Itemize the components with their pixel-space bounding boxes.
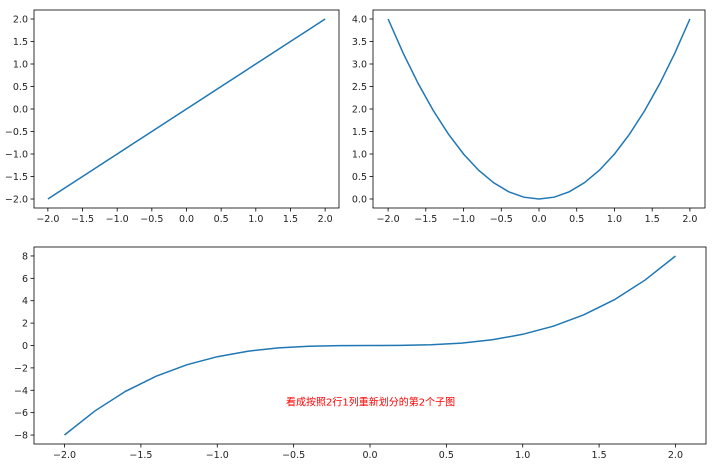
axes-frame <box>372 9 706 209</box>
y-tick-label: −0.5 <box>5 127 28 138</box>
y-tick-label: 2 <box>22 319 28 330</box>
x-tick-label: 2.0 <box>682 214 697 225</box>
x-tick-label: 0.5 <box>569 214 584 225</box>
x-tick-label: 0.5 <box>214 214 229 225</box>
x-tick-label: 1.5 <box>645 214 660 225</box>
y-tick-label: −6 <box>14 408 28 419</box>
series-line <box>387 18 691 200</box>
y-tick-label: 0.0 <box>352 195 367 206</box>
x-tick-label: −2.0 <box>377 214 400 225</box>
y-tick-label: −2.0 <box>5 195 28 206</box>
x-tick-label: 1.0 <box>515 450 530 461</box>
y-tick-label: 4 <box>22 296 28 307</box>
y-tick-label: 2.0 <box>352 105 367 116</box>
y-tick-label: 0.5 <box>352 172 367 183</box>
y-tick-label: 1.0 <box>352 150 367 161</box>
x-tick-label: 1.5 <box>283 214 298 225</box>
x-tick-label: 2.0 <box>668 450 683 461</box>
subplot-top-left: −2.0 −1.5 −1.0 −0.5 0.0 0.5 1.0 1.5 2.0 −2.0 −1.5 −… <box>5 9 340 225</box>
x-tick-label: −2.0 <box>53 450 76 461</box>
x-tick-label: 1.5 <box>592 450 607 461</box>
x-tick-label: −1.5 <box>414 214 437 225</box>
y-tick-label: 1.0 <box>13 60 28 71</box>
subplot-top-right: −2.0 −1.5 −1.0 −0.5 0.0 0.5 1.0 1.5 2.0 0.0 0.5 1.0… <box>352 9 706 225</box>
x-tick-label: 0.0 <box>362 450 377 461</box>
y-tick-label: 0 <box>22 341 28 352</box>
x-tick-label: −1.0 <box>452 214 475 225</box>
y-tick-label: 0.5 <box>13 82 28 93</box>
y-tick-label: 1.5 <box>13 37 28 48</box>
y-tick-label: −1.0 <box>5 150 28 161</box>
x-tick-label: 0.0 <box>531 214 546 225</box>
series-line <box>47 18 326 200</box>
x-tick-label: 0.0 <box>179 214 194 225</box>
y-tick-label: 0.0 <box>13 105 28 116</box>
y-tick-label: 3.0 <box>352 60 367 71</box>
x-tick-label: 2.0 <box>318 214 333 225</box>
y-tick-label: −8 <box>14 431 28 442</box>
y-tick-label: 6 <box>22 274 28 285</box>
x-tick-label: −0.5 <box>490 214 513 225</box>
y-tick-label: 1.5 <box>352 127 367 138</box>
x-tick-label: −0.5 <box>140 214 163 225</box>
y-tick-label: 2.5 <box>352 82 367 93</box>
subplot-bottom: −2.0 −1.5 −1.0 −0.5 0.0 0.5 1.0 1.5 2.0 −8 −6 −4 −2 0… <box>14 246 707 461</box>
x-tick-label: −2.0 <box>36 214 59 225</box>
x-tick-label: 0.5 <box>439 450 454 461</box>
x-tick-label: −0.5 <box>282 450 305 461</box>
annotation-text: 看成按照2行1列重新划分的第2个子图 <box>286 395 455 408</box>
y-tick-label: 2.0 <box>13 15 28 26</box>
x-tick-label: −1.5 <box>71 214 94 225</box>
x-tick-label: −1.0 <box>206 450 229 461</box>
y-tick-label: −1.5 <box>5 172 28 183</box>
x-tick-label: −1.5 <box>129 450 152 461</box>
x-tick-label: 1.0 <box>607 214 622 225</box>
y-tick-label: 8 <box>22 251 28 262</box>
y-tick-label: −2 <box>14 363 28 374</box>
y-tick-label: −4 <box>14 386 28 397</box>
x-tick-label: 1.0 <box>248 214 263 225</box>
series-line <box>64 255 676 436</box>
y-tick-label: 4.0 <box>352 15 367 26</box>
x-tick-label: −1.0 <box>106 214 129 225</box>
y-tick-label: 3.5 <box>352 37 367 48</box>
